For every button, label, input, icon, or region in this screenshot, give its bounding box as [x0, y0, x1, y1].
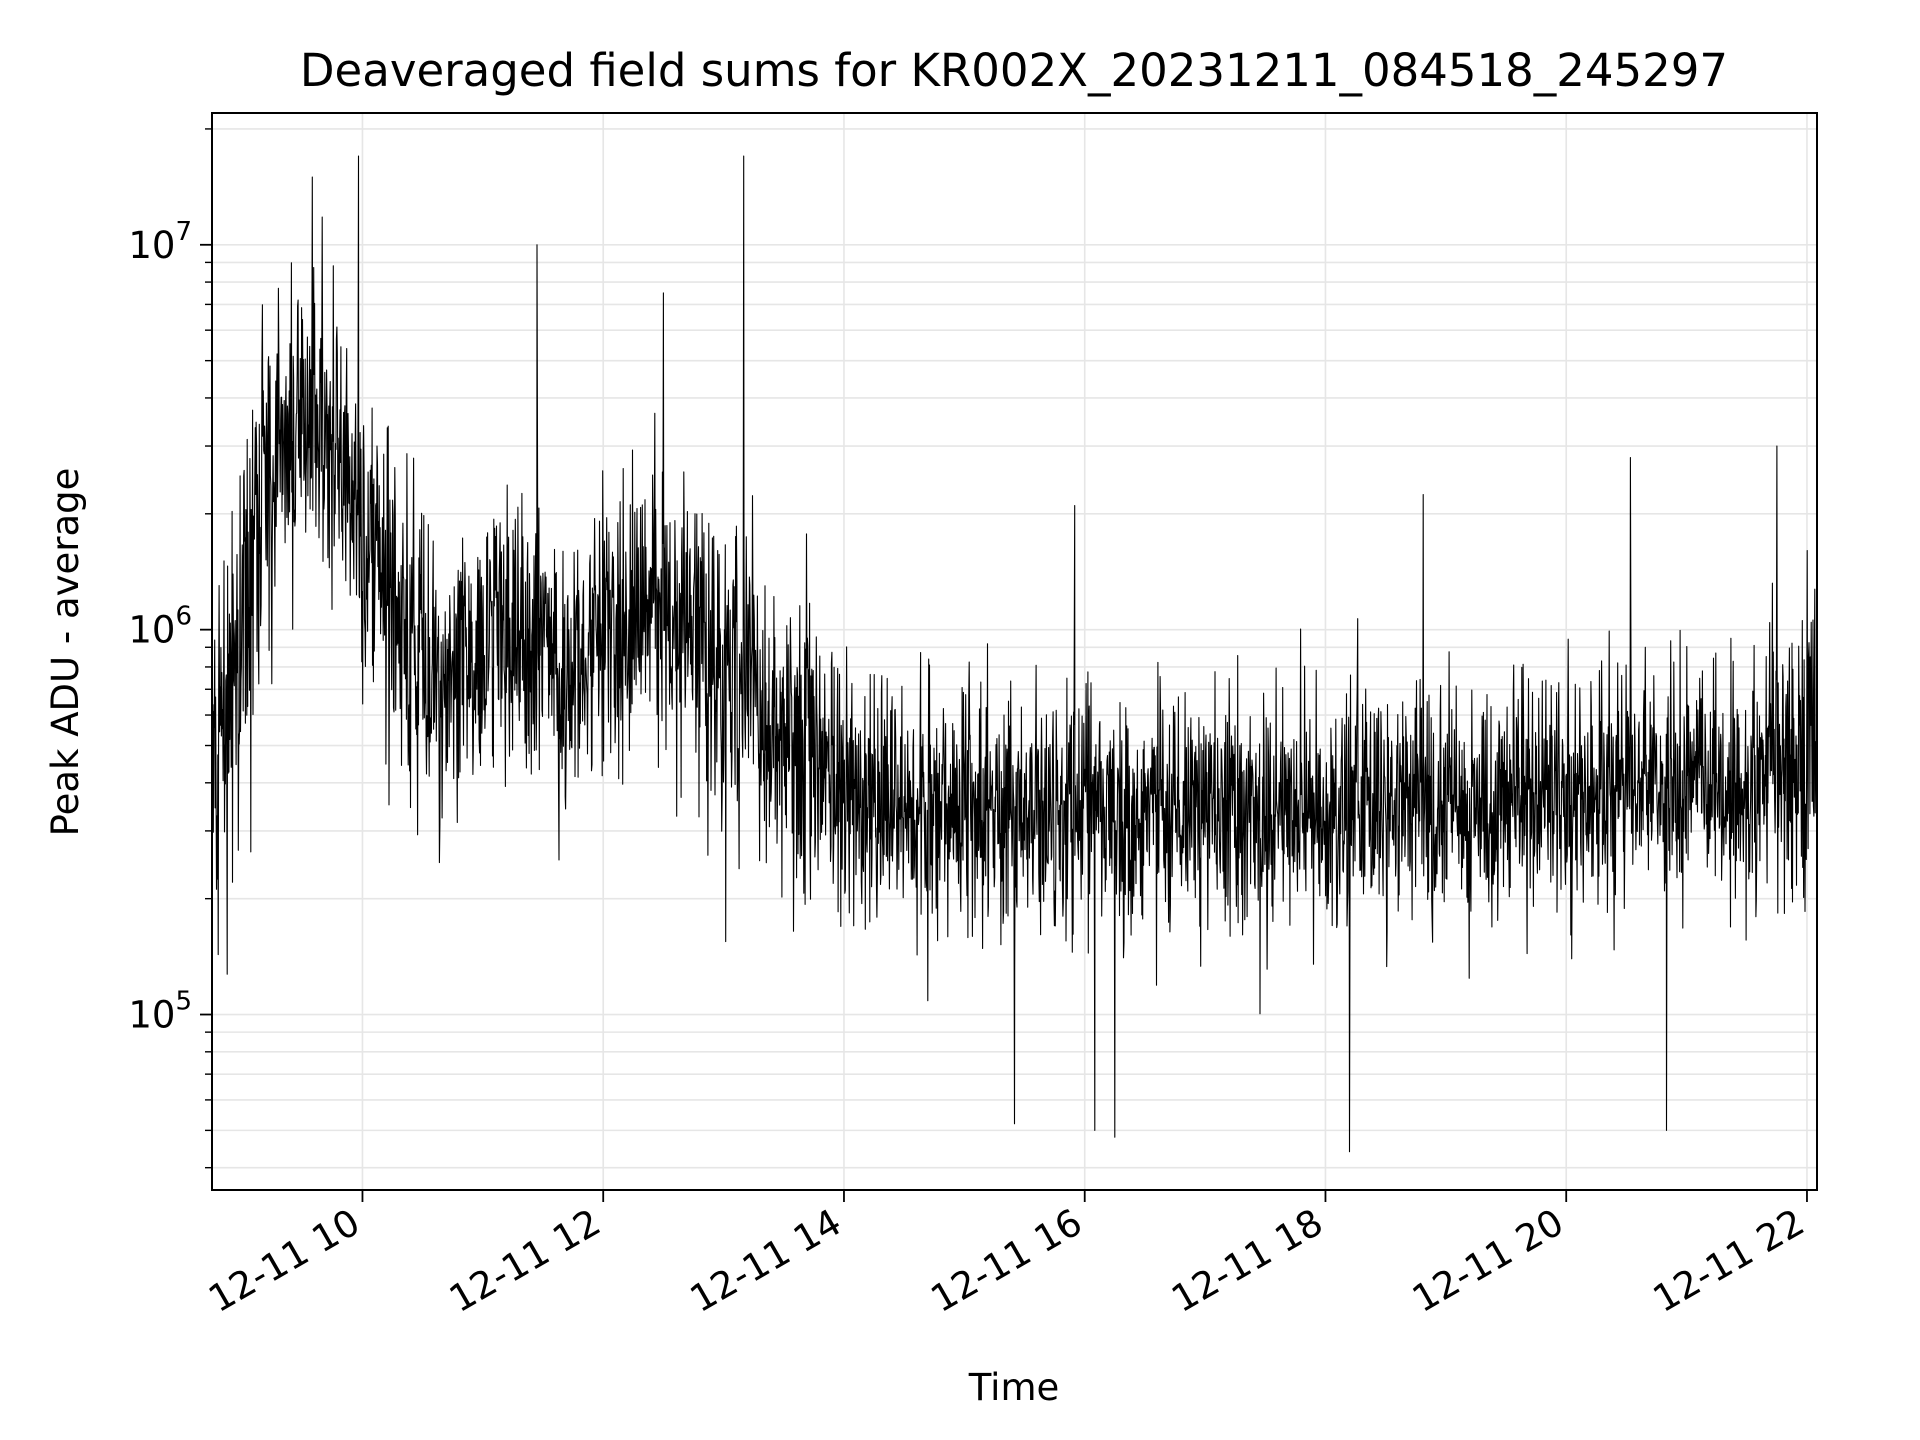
series-line — [211, 155, 1818, 1153]
plot-frame — [211, 112, 1818, 1191]
data-layer — [211, 155, 1818, 1153]
chart-title: Deaveraged field sums for KR002X_2023121… — [300, 44, 1728, 97]
y-axis-label: Peak ADU - average — [44, 468, 87, 837]
x-axis-label: Time — [968, 1366, 1060, 1409]
